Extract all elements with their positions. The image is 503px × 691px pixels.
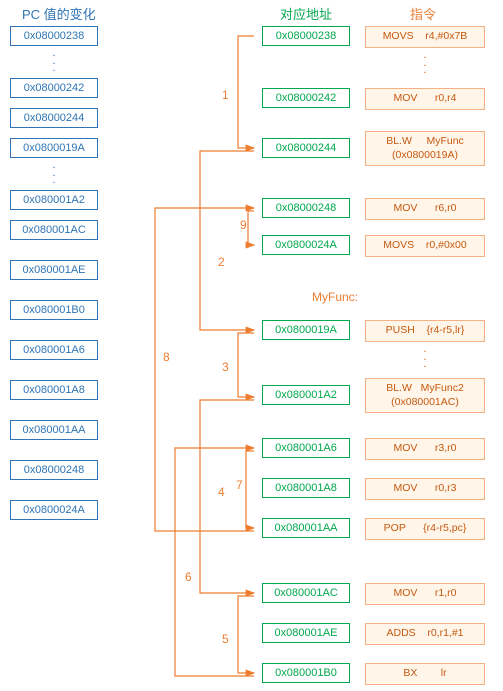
flow-step-6: 6 [185, 570, 192, 584]
addr-10: 0x080001AC [262, 583, 350, 603]
pc-value-2: 0x08000244 [10, 108, 98, 128]
addr-5: 0x0800019A [262, 320, 350, 340]
pc-ellipsis-1: ... [10, 162, 98, 185]
instr-7: MOV r3,r0 [365, 438, 485, 460]
pc-value-6: 0x080001AE [10, 260, 98, 280]
pc-value-4: 0x080001A2 [10, 190, 98, 210]
flow-arrow-2 [200, 151, 254, 330]
instr-9: POP {r4-r5,pc} [365, 518, 485, 540]
addr-9: 0x080001AA [262, 518, 350, 538]
flow-arrow-9 [248, 211, 254, 245]
pc-value-12: 0x0800024A [10, 500, 98, 520]
pc-value-9: 0x080001A8 [10, 380, 98, 400]
header-instr: 指令 [410, 4, 436, 23]
pc-value-0: 0x08000238 [10, 26, 98, 46]
flow-step-1: 1 [222, 88, 229, 102]
instr-4: MOVS r0,#0x00 [365, 235, 485, 257]
flow-step-9: 9 [240, 218, 247, 232]
instr-ellipsis-1: ... [365, 346, 485, 369]
pc-value-10: 0x080001AA [10, 420, 98, 440]
addr-2: 0x08000244 [262, 138, 350, 158]
flow-step-3: 3 [222, 360, 229, 374]
instr-11: ADDS r0,r1,#1 [365, 623, 485, 645]
header-addr: 对应地址 [280, 4, 332, 23]
addr-6: 0x080001A2 [262, 385, 350, 405]
instr-5: PUSH {r4-r5,lr} [365, 320, 485, 342]
pc-value-7: 0x080001B0 [10, 300, 98, 320]
addr-4: 0x0800024A [262, 235, 350, 255]
flow-step-5: 5 [222, 632, 229, 646]
flow-arrow-7 [246, 451, 254, 528]
instr-6: BL.W MyFunc2 (0x080001AC) [365, 378, 485, 413]
addr-1: 0x08000242 [262, 88, 350, 108]
flow-arrow-5 [238, 596, 254, 673]
flow-arrow-3 [238, 333, 254, 397]
instr-12: BX lr [365, 663, 485, 685]
instr-10: MOV r1,r0 [365, 583, 485, 605]
addr-8: 0x080001A8 [262, 478, 350, 498]
myfunc-label: MyFunc: [312, 290, 358, 304]
header-pc: PC 值的变化 [22, 4, 96, 23]
pc-value-1: 0x08000242 [10, 78, 98, 98]
instr-3: MOV r6,r0 [365, 198, 485, 220]
flow-arrow-4 [200, 400, 254, 593]
flow-step-2: 2 [218, 255, 225, 269]
instr-8: MOV r0,r3 [365, 478, 485, 500]
flow-step-8: 8 [163, 350, 170, 364]
pc-value-5: 0x080001AC [10, 220, 98, 240]
pc-value-8: 0x080001A6 [10, 340, 98, 360]
instr-ellipsis-0: ... [365, 52, 485, 75]
flow-step-4: 4 [218, 485, 225, 499]
instr-0: MOVS r4,#0x7B [365, 26, 485, 48]
pc-value-11: 0x08000248 [10, 460, 98, 480]
addr-7: 0x080001A6 [262, 438, 350, 458]
addr-11: 0x080001AE [262, 623, 350, 643]
flow-arrow-1 [238, 36, 254, 148]
pc-value-3: 0x0800019A [10, 138, 98, 158]
addr-0: 0x08000238 [262, 26, 350, 46]
instr-1: MOV r0,r4 [365, 88, 485, 110]
addr-3: 0x08000248 [262, 198, 350, 218]
flow-step-7: 7 [236, 478, 243, 492]
pc-ellipsis-0: ... [10, 50, 98, 73]
instr-2: BL.W MyFunc (0x0800019A) [365, 131, 485, 166]
addr-12: 0x080001B0 [262, 663, 350, 683]
